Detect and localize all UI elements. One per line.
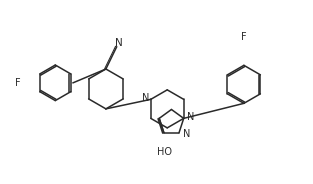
Text: HO: HO — [157, 147, 172, 157]
Text: F: F — [241, 32, 247, 42]
Text: N: N — [115, 38, 123, 48]
Text: F: F — [15, 78, 21, 88]
Text: N: N — [142, 93, 150, 103]
Text: N: N — [183, 129, 190, 139]
Text: N: N — [187, 112, 195, 122]
